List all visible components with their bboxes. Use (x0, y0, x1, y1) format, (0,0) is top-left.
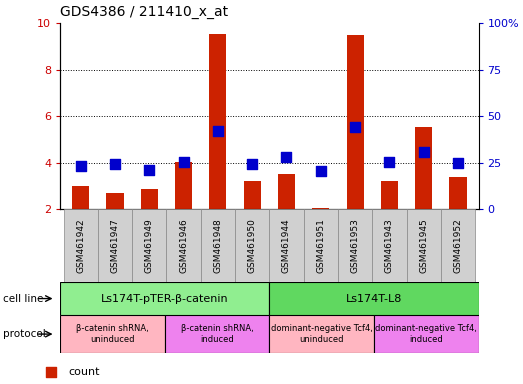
Point (248, 161, 256, 167)
Point (145, 167, 153, 173)
Text: GSM461943: GSM461943 (385, 218, 394, 273)
Text: dominant-negative Tcf4,
uninduced: dominant-negative Tcf4, uninduced (271, 324, 372, 344)
Text: GSM461951: GSM461951 (316, 218, 325, 273)
Text: cell line: cell line (3, 293, 43, 304)
FancyBboxPatch shape (64, 209, 98, 282)
Text: GSM461944: GSM461944 (282, 218, 291, 273)
Text: GSM461942: GSM461942 (76, 218, 85, 273)
Text: GSM461946: GSM461946 (179, 218, 188, 273)
Text: GSM461953: GSM461953 (350, 218, 360, 273)
Point (214, 128, 222, 134)
Bar (141, 189, 158, 209)
Bar (278, 174, 295, 209)
Text: β-catenin shRNA,
uninduced: β-catenin shRNA, uninduced (76, 324, 149, 344)
FancyBboxPatch shape (269, 315, 374, 353)
Text: count: count (69, 366, 100, 377)
Text: protocol: protocol (3, 329, 46, 339)
Bar (244, 181, 261, 209)
FancyBboxPatch shape (166, 209, 201, 282)
Bar (175, 162, 192, 209)
Text: GSM461948: GSM461948 (213, 218, 222, 273)
FancyBboxPatch shape (338, 209, 372, 282)
Text: GSM461949: GSM461949 (145, 218, 154, 273)
FancyBboxPatch shape (304, 209, 338, 282)
Text: GSM461945: GSM461945 (419, 218, 428, 273)
Bar (449, 177, 467, 209)
FancyBboxPatch shape (374, 315, 479, 353)
FancyBboxPatch shape (372, 209, 406, 282)
Bar (381, 181, 398, 209)
FancyBboxPatch shape (132, 209, 166, 282)
FancyBboxPatch shape (201, 209, 235, 282)
FancyBboxPatch shape (441, 209, 475, 282)
FancyBboxPatch shape (60, 282, 269, 315)
Bar (347, 35, 363, 209)
FancyBboxPatch shape (269, 282, 479, 315)
Point (282, 154, 291, 160)
Text: GDS4386 / 211410_x_at: GDS4386 / 211410_x_at (60, 5, 228, 19)
Bar (415, 127, 432, 209)
Bar (107, 193, 123, 209)
FancyBboxPatch shape (98, 209, 132, 282)
Bar (72, 186, 89, 209)
Text: Ls174T-L8: Ls174T-L8 (346, 293, 402, 304)
Point (385, 159, 394, 165)
FancyBboxPatch shape (165, 315, 269, 353)
Point (419, 149, 428, 155)
FancyBboxPatch shape (60, 315, 165, 353)
Text: β-catenin shRNA,
induced: β-catenin shRNA, induced (180, 324, 254, 344)
Point (111, 161, 119, 167)
Bar (209, 33, 226, 209)
Text: GSM461952: GSM461952 (453, 218, 462, 273)
Point (341, 91, 349, 97)
Point (341, 283, 349, 289)
FancyBboxPatch shape (269, 209, 304, 282)
Point (454, 160, 462, 166)
Bar (312, 208, 329, 209)
FancyBboxPatch shape (406, 209, 441, 282)
Text: GSM461950: GSM461950 (248, 218, 257, 273)
Point (351, 124, 359, 130)
Text: Ls174T-pTER-β-catenin: Ls174T-pTER-β-catenin (101, 293, 229, 304)
Text: dominant-negative Tcf4,
induced: dominant-negative Tcf4, induced (376, 324, 477, 344)
Text: GSM461947: GSM461947 (110, 218, 120, 273)
Point (179, 159, 188, 165)
Point (316, 168, 325, 174)
FancyBboxPatch shape (235, 209, 269, 282)
Point (76, 163, 85, 169)
